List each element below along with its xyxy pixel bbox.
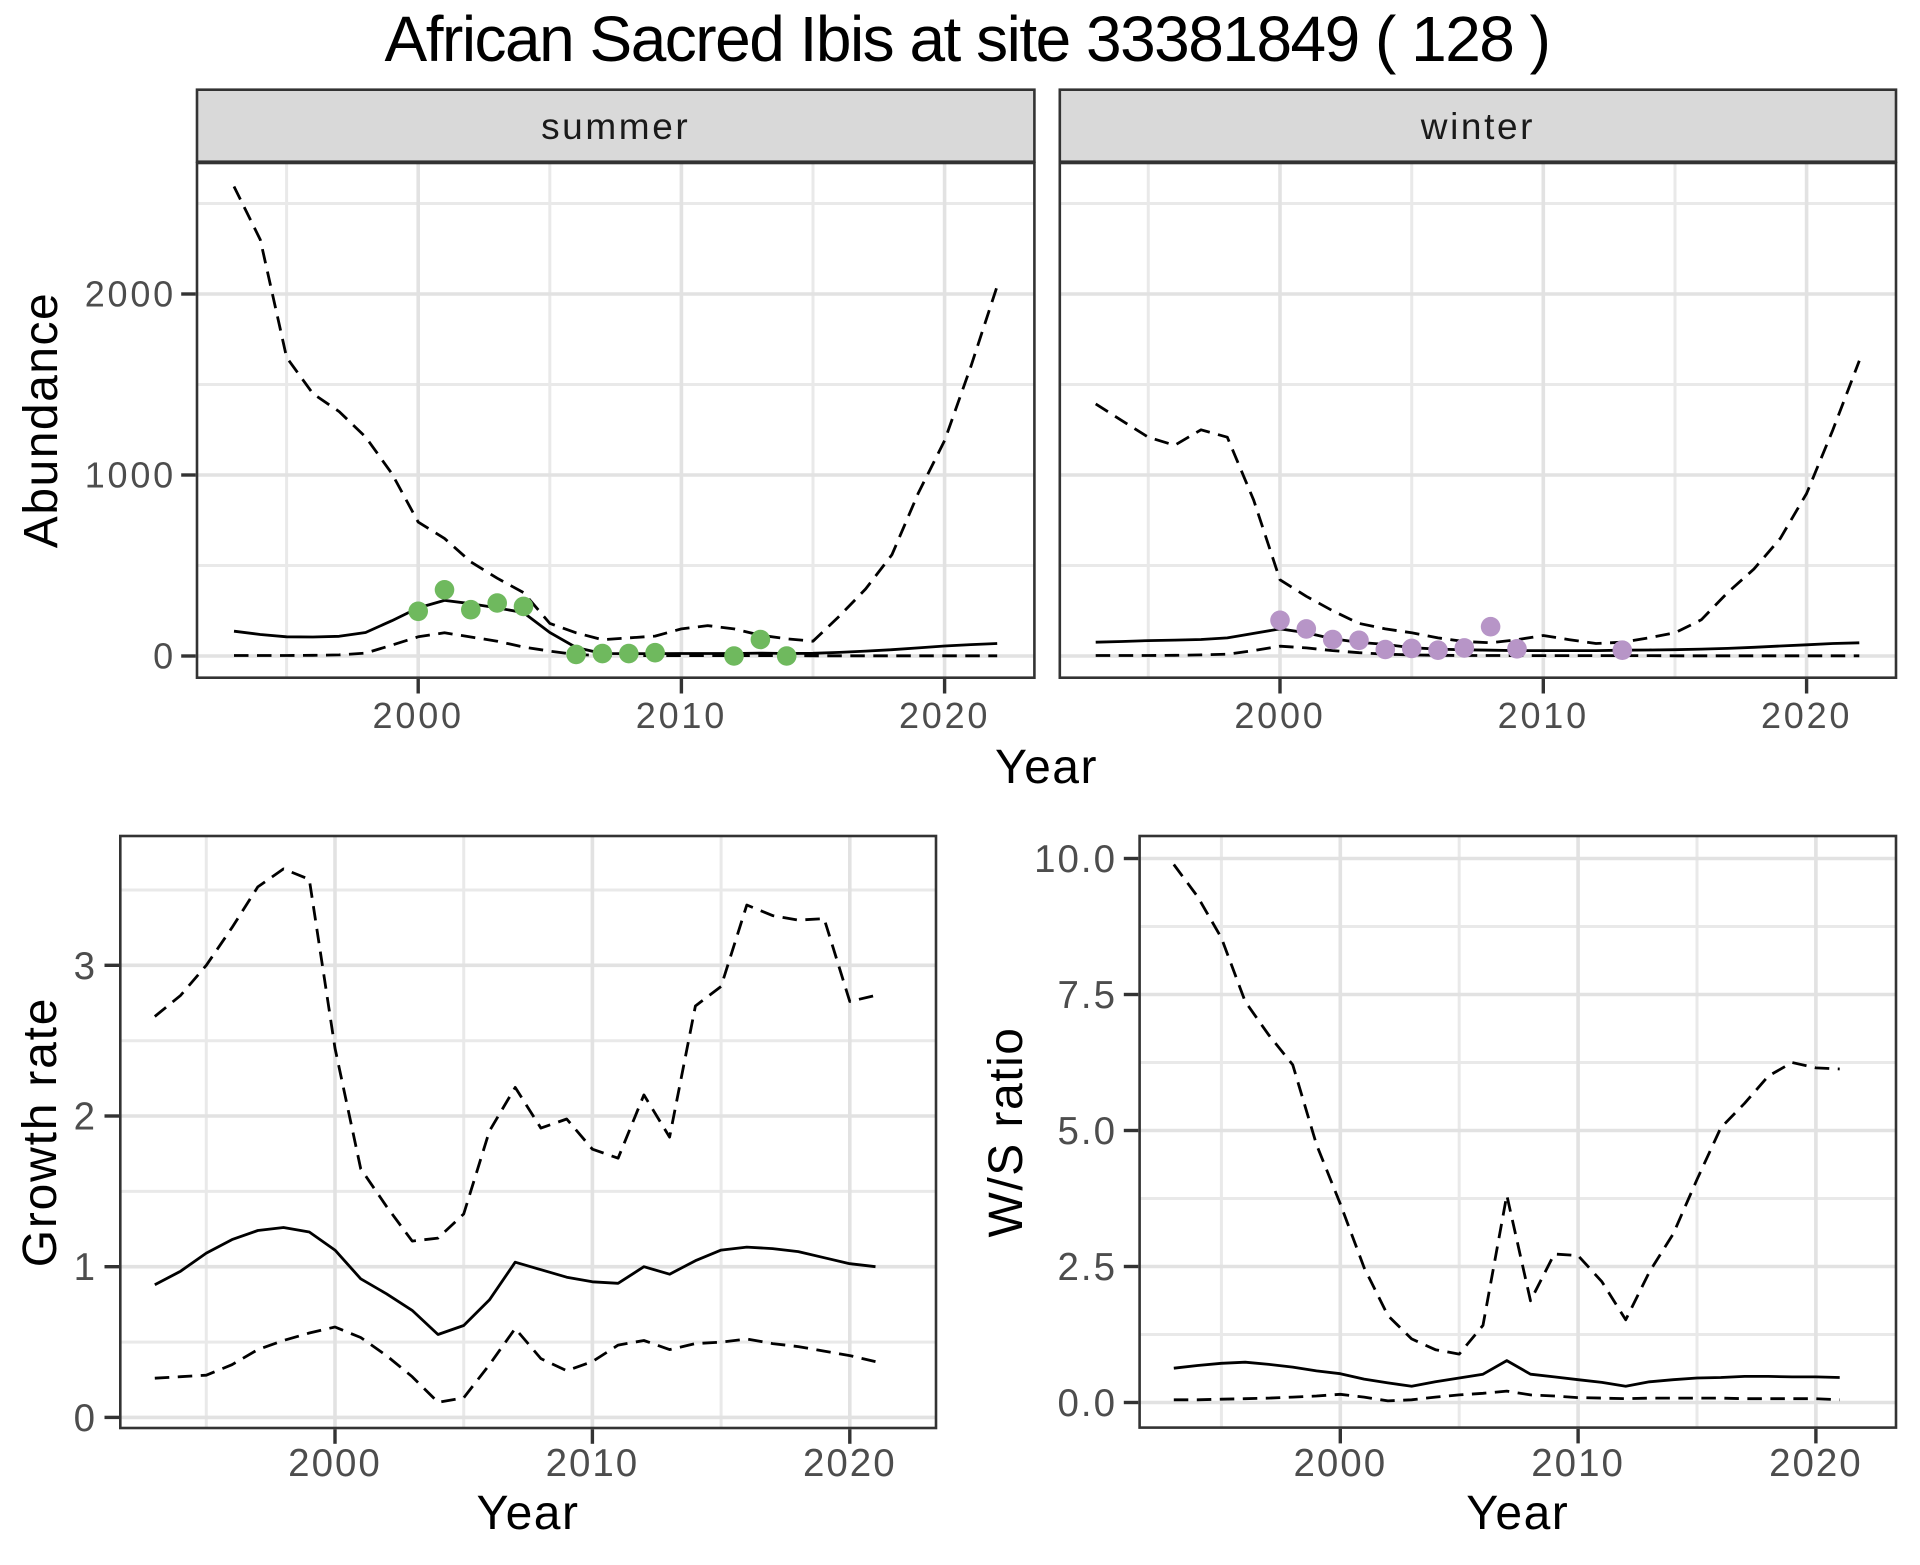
svg-text:Year: Year — [477, 1487, 580, 1540]
svg-text:2000: 2000 — [288, 1442, 382, 1485]
svg-text:2020: 2020 — [899, 695, 990, 736]
svg-text:10.0: 10.0 — [1034, 838, 1117, 881]
svg-text:2.5: 2.5 — [1057, 1246, 1117, 1289]
svg-text:2020: 2020 — [803, 1442, 897, 1485]
svg-text:W/S ratio: W/S ratio — [980, 1027, 1033, 1238]
svg-text:Growth rate: Growth rate — [14, 997, 67, 1268]
svg-text:2000: 2000 — [1234, 695, 1325, 736]
svg-text:Year: Year — [995, 741, 1098, 794]
svg-text:2000: 2000 — [85, 274, 176, 315]
svg-text:2010: 2010 — [546, 1442, 640, 1485]
svg-text:2000: 2000 — [1293, 1442, 1387, 1485]
svg-text:2020: 2020 — [1761, 695, 1852, 736]
svg-text:2010: 2010 — [636, 695, 727, 736]
svg-text:0: 0 — [74, 1397, 97, 1440]
svg-text:1: 1 — [74, 1246, 97, 1289]
svg-text:winter: winter — [1420, 106, 1535, 147]
svg-text:2010: 2010 — [1531, 1442, 1625, 1485]
svg-text:summer: summer — [541, 106, 690, 147]
svg-text:2: 2 — [74, 1096, 97, 1139]
svg-text:Abundance: Abundance — [15, 292, 68, 548]
svg-text:Year: Year — [1466, 1487, 1569, 1540]
svg-text:0.0: 0.0 — [1057, 1382, 1117, 1425]
svg-text:7.5: 7.5 — [1057, 974, 1117, 1017]
svg-text:5.0: 5.0 — [1057, 1110, 1117, 1153]
svg-text:2010: 2010 — [1498, 695, 1589, 736]
svg-text:1000: 1000 — [85, 455, 176, 496]
svg-text:African Sacred Ibis at site 33: African Sacred Ibis at site 33381849 ( 1… — [385, 3, 1550, 75]
svg-text:2000: 2000 — [373, 695, 464, 736]
svg-text:0: 0 — [153, 636, 176, 677]
svg-text:3: 3 — [74, 945, 97, 988]
svg-text:2020: 2020 — [1769, 1442, 1863, 1485]
